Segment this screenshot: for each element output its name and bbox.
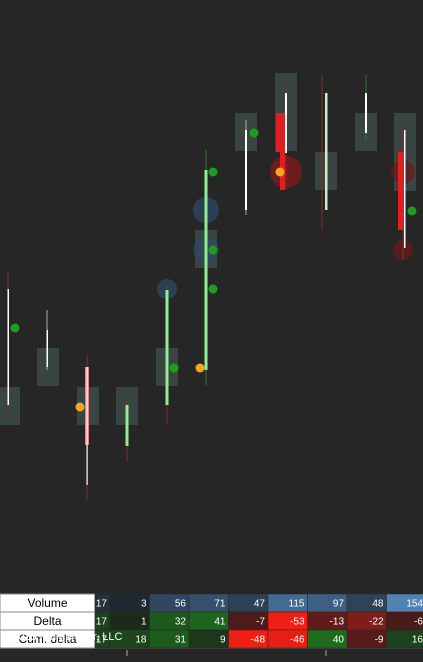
cell-value: 40	[333, 635, 345, 646]
cell-value: -53	[290, 617, 305, 628]
time-axis	[0, 648, 423, 656]
cell-value: -7	[256, 617, 265, 628]
order-flow-table: Volume 17 3 56 71 47 115 97 48 154 Delta 17 1 32 41 -7 -…	[0, 593, 423, 649]
cell-value: -46	[290, 635, 305, 646]
cell-value: 48	[372, 599, 384, 610]
copyright: © 2023 NinjaTrader, LLC	[1, 631, 122, 643]
cell-value: 16	[412, 635, 423, 646]
cell-value: 9	[220, 635, 226, 646]
cell-value: 154	[406, 599, 423, 610]
row-label: Delta	[33, 614, 61, 628]
dots	[10, 128, 417, 412]
cell-value: 32	[175, 617, 187, 628]
cell-value: 31	[175, 635, 187, 646]
cell-value: 115	[289, 599, 305, 610]
cell-value: -6	[414, 617, 423, 628]
cell-value: 3	[141, 599, 147, 610]
cell-value: 47	[254, 599, 266, 610]
cell-value: -48	[251, 635, 266, 646]
cell-value: -13	[330, 617, 345, 628]
cell-value: 17	[96, 599, 108, 610]
cell-value: 1	[141, 617, 147, 628]
cell-value: 17	[96, 635, 108, 646]
value-cell	[386, 629, 423, 649]
cell-value: 41	[214, 617, 226, 628]
cell-value: 18	[135, 635, 147, 646]
cell-value: 97	[333, 599, 345, 610]
row-label: Cum. delta	[18, 632, 76, 646]
row-label: Volume	[27, 596, 67, 610]
cell-value: 56	[175, 599, 187, 610]
cell-value: 17	[96, 617, 108, 628]
cell-value: -22	[369, 617, 384, 628]
candle-bodies	[7, 93, 406, 485]
cell-value: -9	[375, 635, 384, 646]
cell-value: 71	[214, 599, 226, 610]
